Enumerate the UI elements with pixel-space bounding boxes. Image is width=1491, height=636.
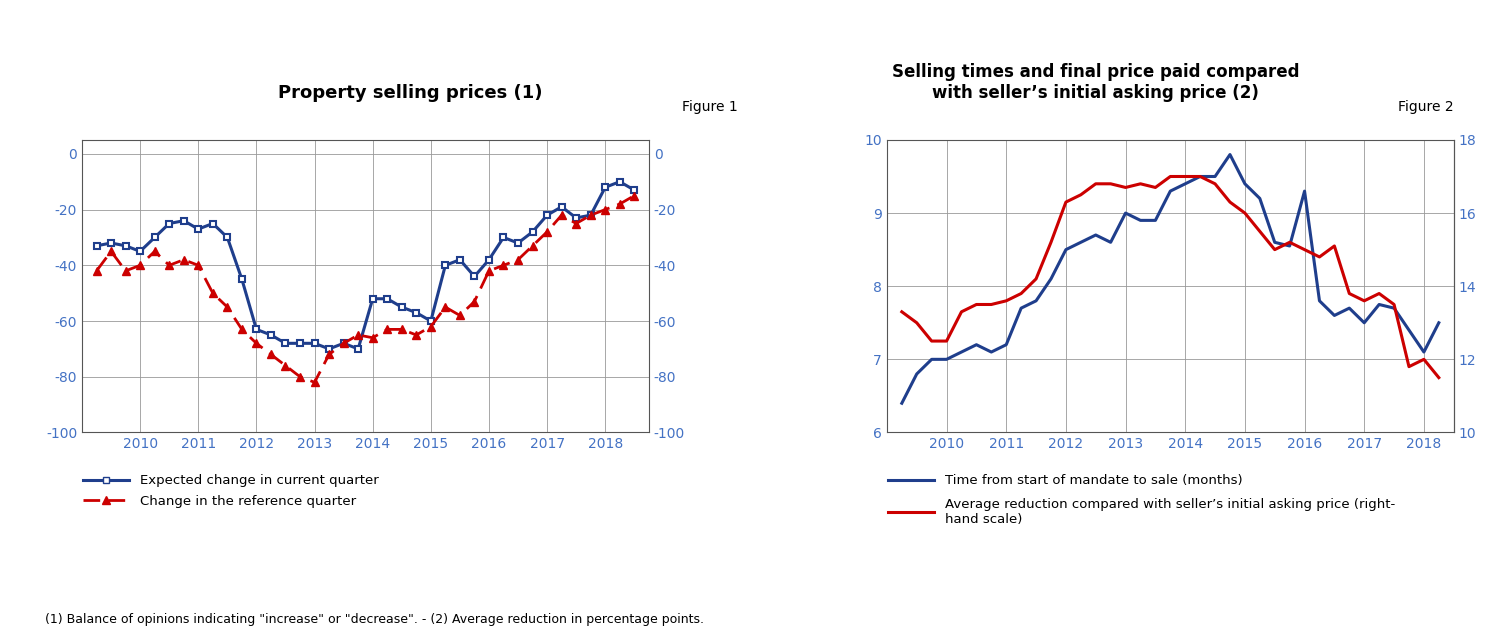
Text: Selling times and final price paid compared
with seller’s initial asking price (: Selling times and final price paid compa… <box>892 63 1300 102</box>
Text: Figure 1: Figure 1 <box>683 100 738 114</box>
Text: (1) Balance of opinions indicating "increase" or "decrease". - (2) Average reduc: (1) Balance of opinions indicating "incr… <box>45 614 704 626</box>
Legend: Time from start of mandate to sale (months), Average reduction compared with sel: Time from start of mandate to sale (mont… <box>887 474 1394 526</box>
Text: Property selling prices (1): Property selling prices (1) <box>277 84 543 102</box>
Text: Figure 2: Figure 2 <box>1399 100 1454 114</box>
Legend: Expected change in current quarter, Change in the reference quarter: Expected change in current quarter, Chan… <box>83 474 379 508</box>
